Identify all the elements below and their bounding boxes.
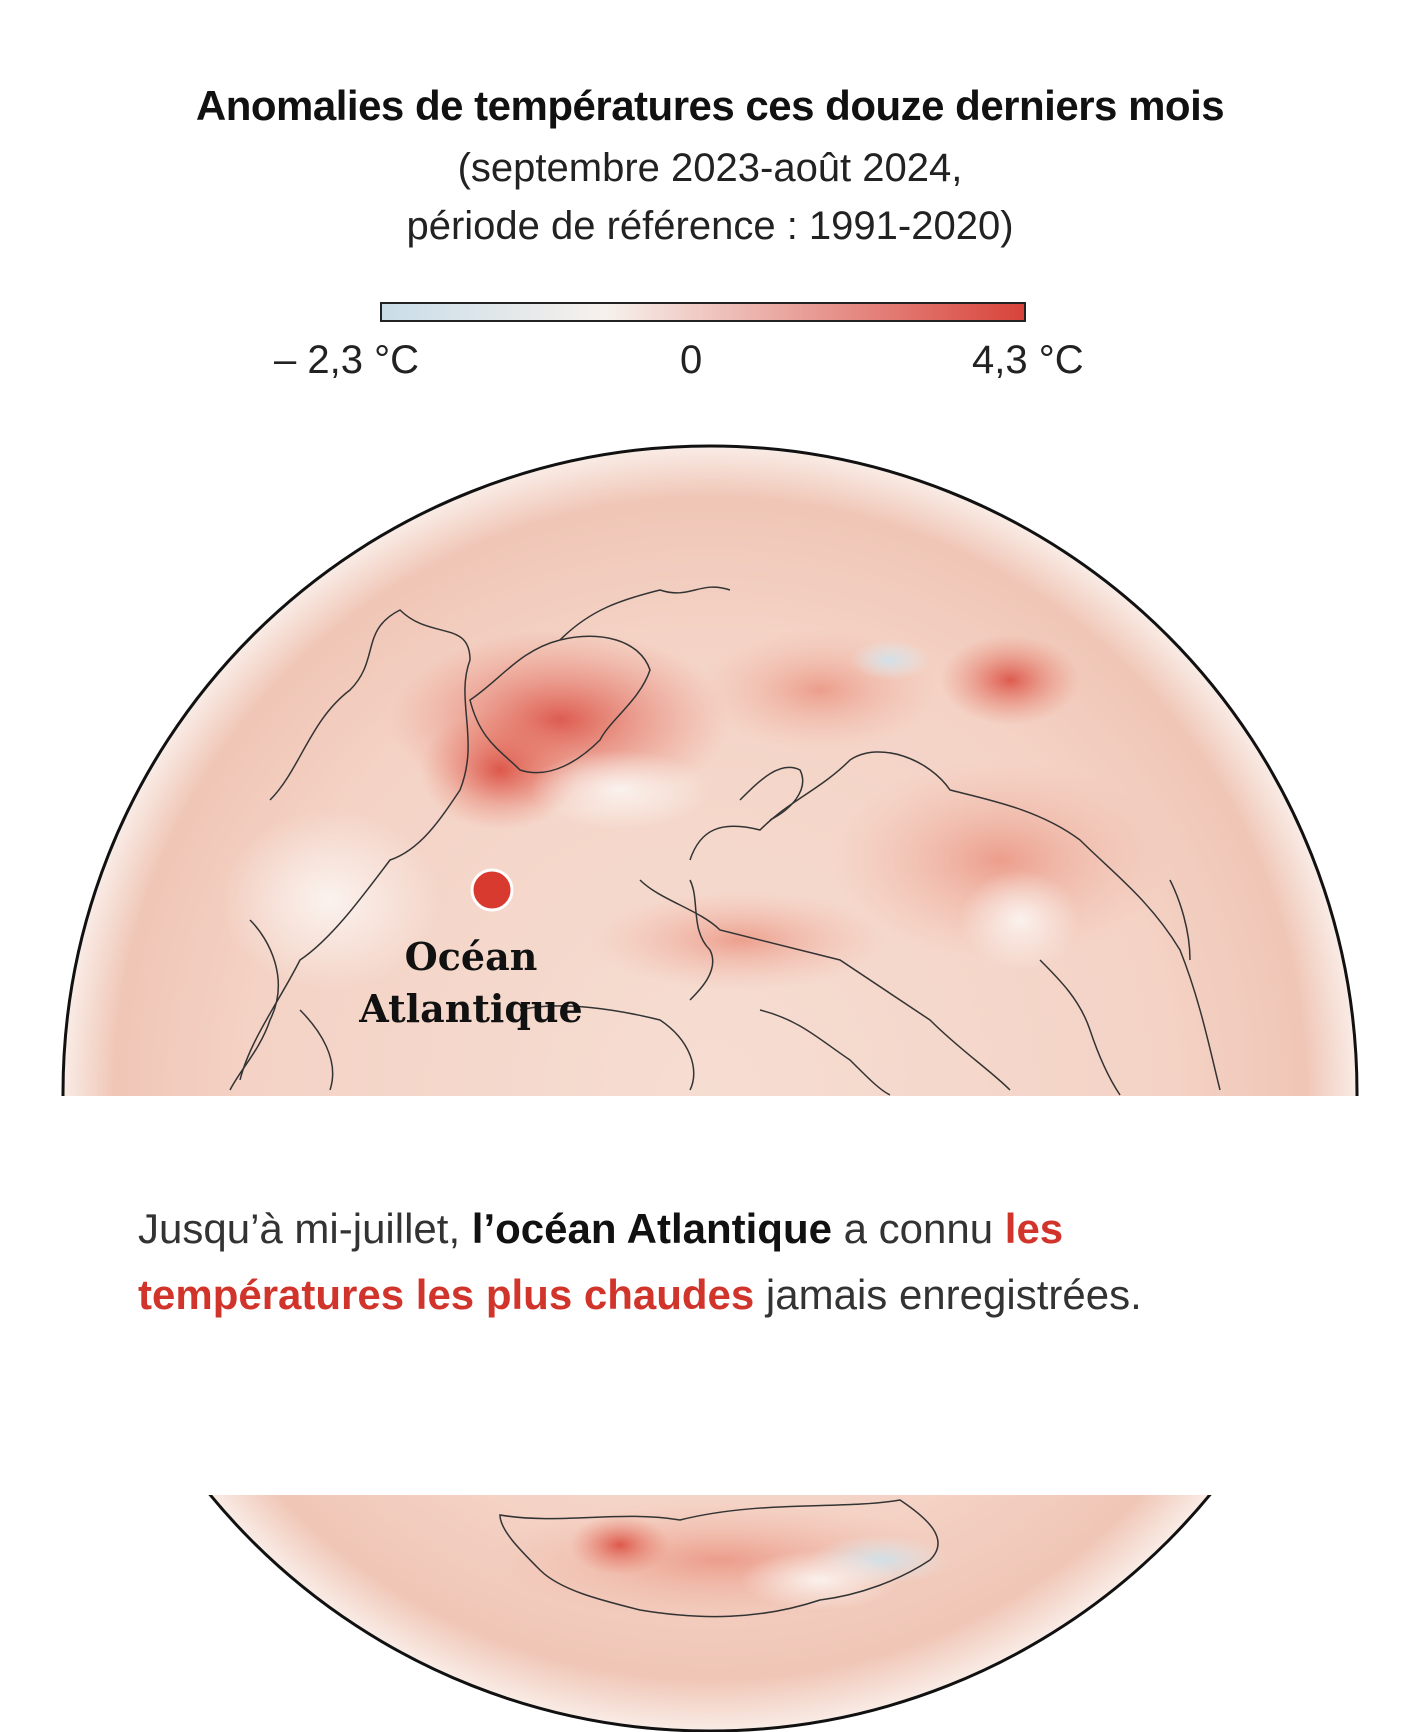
color-scale-bar bbox=[380, 302, 1026, 322]
caption-text: Jusqu’à mi-juillet, l’océan Atlantique a… bbox=[138, 1196, 1248, 1328]
marker-label-line1: Océan bbox=[405, 934, 538, 979]
caption-part2: a connu bbox=[831, 1205, 1005, 1252]
northern-hemisphere-section bbox=[61, 444, 1359, 1096]
coastlines bbox=[229, 586, 1221, 1096]
caption-part1: Jusqu’à mi-juillet, bbox=[138, 1205, 472, 1252]
chart-subtitle-line1: (septembre 2023-août 2024, bbox=[457, 146, 963, 190]
legend-zero-label: 0 bbox=[680, 338, 703, 382]
southern-hemisphere-section bbox=[208, 1495, 1212, 1732]
chart-title: Anomalies de températures ces douze dern… bbox=[195, 82, 1225, 129]
caption-highlight: les températures les plus chaudes bbox=[138, 1205, 1064, 1318]
atlantic-ocean-marker bbox=[470, 868, 514, 912]
marker-label-line2: Atlantique bbox=[358, 986, 582, 1031]
caption-part3: jamais enregistrées. bbox=[754, 1271, 1142, 1318]
chart-subtitle-line2: période de référence : 1991-2020) bbox=[406, 204, 1014, 248]
legend-min-label: – 2,3 °C bbox=[274, 338, 419, 382]
caption-bold-atlantic: l’océan Atlantique bbox=[471, 1205, 832, 1252]
legend-max-label: 4,3 °C bbox=[972, 338, 1084, 382]
